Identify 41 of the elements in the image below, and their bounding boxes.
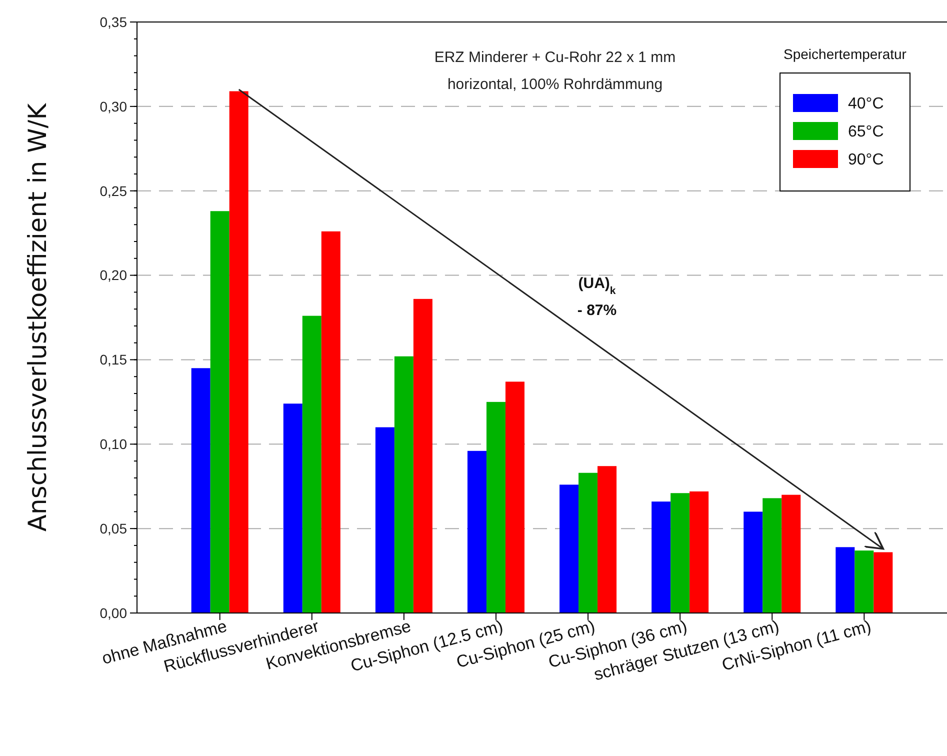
bar	[854, 550, 874, 613]
y-tick-label: 0,15	[100, 352, 128, 368]
y-tick-label: 0,05	[100, 520, 128, 536]
bar	[375, 427, 394, 613]
bar	[486, 402, 506, 613]
bar	[505, 382, 524, 613]
bar	[560, 484, 579, 613]
annotation: (UA)$_{k}$	[578, 275, 616, 297]
y-tick-label: 0,20	[100, 267, 128, 284]
legend-label: 40°C	[848, 96, 884, 113]
bar	[744, 512, 763, 613]
y-tick-label: 0,35	[100, 14, 128, 30]
bar	[690, 491, 709, 613]
bar	[782, 494, 801, 613]
legend-label: 65°C	[848, 124, 884, 141]
bar	[598, 466, 617, 613]
bar	[670, 493, 690, 613]
bar	[302, 316, 322, 613]
y-tick-label: 0,30	[100, 98, 128, 114]
y-axis-title: Anschlussverlustkoeffizient in W/K	[23, 102, 52, 532]
bar	[283, 404, 302, 613]
bar	[836, 547, 855, 613]
bar	[394, 356, 414, 613]
annotation: - 87%	[577, 302, 617, 319]
bar	[413, 298, 432, 613]
annotation: ERZ Minderer + Cu-Rohr 22 x 1 mm	[434, 49, 676, 66]
y-tick-label: 0,00	[100, 604, 128, 621]
y-tick-label: 0,25	[100, 182, 128, 199]
bar	[321, 231, 340, 613]
legend-label: 90°C	[848, 152, 884, 169]
y-tick-label: 0,10	[100, 436, 128, 452]
bar	[191, 368, 210, 613]
bar	[578, 472, 598, 613]
bar	[874, 552, 893, 613]
bar	[210, 211, 230, 613]
annotation: horizontal, 100% Rohrdämmung	[447, 76, 663, 93]
bar	[762, 498, 782, 613]
bar	[467, 450, 486, 613]
bar	[652, 502, 671, 613]
bar	[229, 91, 248, 613]
legend-title: Speichertemperatur	[784, 46, 907, 62]
